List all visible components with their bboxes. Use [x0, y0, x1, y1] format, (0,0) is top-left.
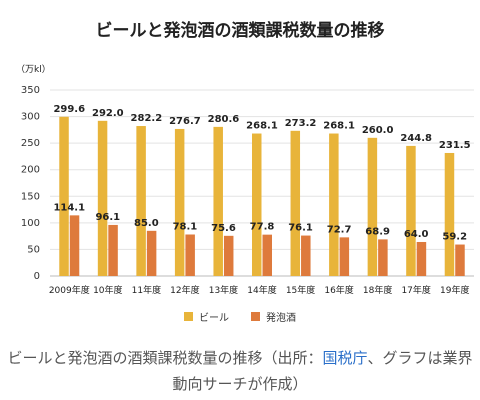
- data-label-beer: 273.2: [285, 118, 317, 129]
- y-tick-label: 50: [27, 244, 40, 255]
- data-label-happoshu: 64.0: [404, 229, 429, 240]
- bar-beer: [174, 128, 185, 276]
- data-label-beer: 280.6: [208, 114, 240, 125]
- bar-happoshu: [416, 241, 427, 276]
- bar-beer: [367, 137, 378, 276]
- chart-area: ビールと発泡酒の酒類課税数量の推移 （万kl） 0 50 100 150 200 250 3…: [0, 21, 480, 324]
- bar-beer: [444, 152, 455, 276]
- x-tick-label: 10年度: [93, 284, 122, 296]
- caption-text-before: ビールと発泡酒の酒類課税数量の推移（出所：: [7, 349, 323, 367]
- x-tick-label: 16年度: [324, 284, 353, 296]
- x-tick-label: 12年度: [170, 284, 199, 296]
- legend-entry-beer: ビール: [184, 309, 229, 324]
- legend-entry-happoshu: 発泡酒: [251, 309, 296, 324]
- y-tick-label: 0: [34, 271, 40, 282]
- x-tick-label: 19年度: [440, 284, 469, 296]
- data-label-beer: 260.0: [362, 125, 394, 136]
- data-label-happoshu: 59.2: [442, 232, 467, 243]
- bar-beer: [97, 120, 108, 276]
- caption-text-after: 、グラフは業界動向サーチが作成）: [172, 349, 473, 393]
- data-label-beer: 231.5: [439, 140, 471, 151]
- bar-chart-plot: 0 50 100 150 200 250 300 350 299.6 114.1 2009年度 292…: [21, 85, 474, 296]
- data-label-beer: 292.0: [92, 108, 124, 119]
- y-tick-label: 350: [21, 85, 40, 96]
- caption-source-link[interactable]: 国税庁: [322, 349, 368, 367]
- y-tick-label: 250: [21, 138, 40, 149]
- bar-happoshu: [455, 244, 465, 276]
- data-label-happoshu: 114.1: [53, 202, 85, 213]
- x-tick-label: 15年度: [286, 284, 315, 296]
- x-tick-label: 14年度: [247, 284, 276, 296]
- data-label-happoshu: 76.1: [288, 223, 313, 234]
- legend-label-beer: ビール: [199, 313, 229, 324]
- x-tick-label: 18年度: [363, 284, 392, 296]
- legend-swatch-happoshu: [251, 312, 260, 321]
- data-label-happoshu: 68.9: [365, 226, 390, 237]
- data-label-happoshu: 75.6: [211, 223, 236, 234]
- chart-legend: ビール 発泡酒: [0, 309, 480, 324]
- bar-beer: [329, 133, 339, 276]
- legend-label-happoshu: 発泡酒: [266, 313, 296, 324]
- bar-beer: [252, 133, 262, 276]
- y-axis-unit-label: （万kl）: [16, 65, 51, 75]
- bar-beer: [59, 116, 69, 276]
- data-label-beer: 244.8: [400, 133, 432, 144]
- bar-beer: [213, 126, 223, 277]
- legend-swatch-beer: [184, 312, 193, 321]
- data-label-beer: 299.6: [53, 104, 85, 115]
- data-label-happoshu: 85.0: [134, 218, 159, 229]
- bar-happoshu: [262, 234, 272, 276]
- bar-happoshu: [378, 239, 388, 276]
- x-tick-label: 17年度: [401, 284, 430, 296]
- x-tick-label: 2009年度: [49, 284, 90, 296]
- y-tick-label: 100: [21, 218, 40, 229]
- bar-happoshu: [69, 215, 80, 276]
- bar-happoshu: [339, 237, 350, 276]
- y-tick-label: 150: [21, 191, 40, 202]
- y-tick-label: 200: [21, 165, 40, 176]
- data-label-happoshu: 72.7: [327, 224, 352, 235]
- data-label-happoshu: 96.1: [95, 212, 120, 223]
- bar-happoshu: [223, 235, 234, 276]
- bar-beer: [406, 145, 416, 276]
- bar-happoshu: [146, 230, 157, 276]
- bar-happoshu: [301, 235, 311, 276]
- bar-happoshu: [185, 234, 195, 276]
- bar-beer: [290, 130, 301, 276]
- data-label-happoshu: 78.1: [173, 221, 198, 232]
- data-label-beer: 268.1: [323, 121, 355, 132]
- figure-caption: ビールと発泡酒の酒類課税数量の推移（出所：国税庁、グラフは業界動向サーチが作成）: [0, 345, 480, 397]
- y-tick-label: 300: [21, 112, 40, 123]
- chart-title: ビールと発泡酒の酒類課税数量の推移: [95, 21, 385, 41]
- bar-happoshu: [108, 224, 118, 276]
- data-label-beer: 282.2: [131, 113, 163, 124]
- x-tick-label: 13年度: [209, 284, 238, 296]
- bar-beer: [136, 126, 146, 277]
- data-label-beer: 268.1: [246, 121, 278, 132]
- x-tick-label: 11年度: [132, 284, 161, 296]
- data-label-happoshu: 77.8: [250, 222, 275, 233]
- data-label-beer: 276.7: [169, 116, 201, 127]
